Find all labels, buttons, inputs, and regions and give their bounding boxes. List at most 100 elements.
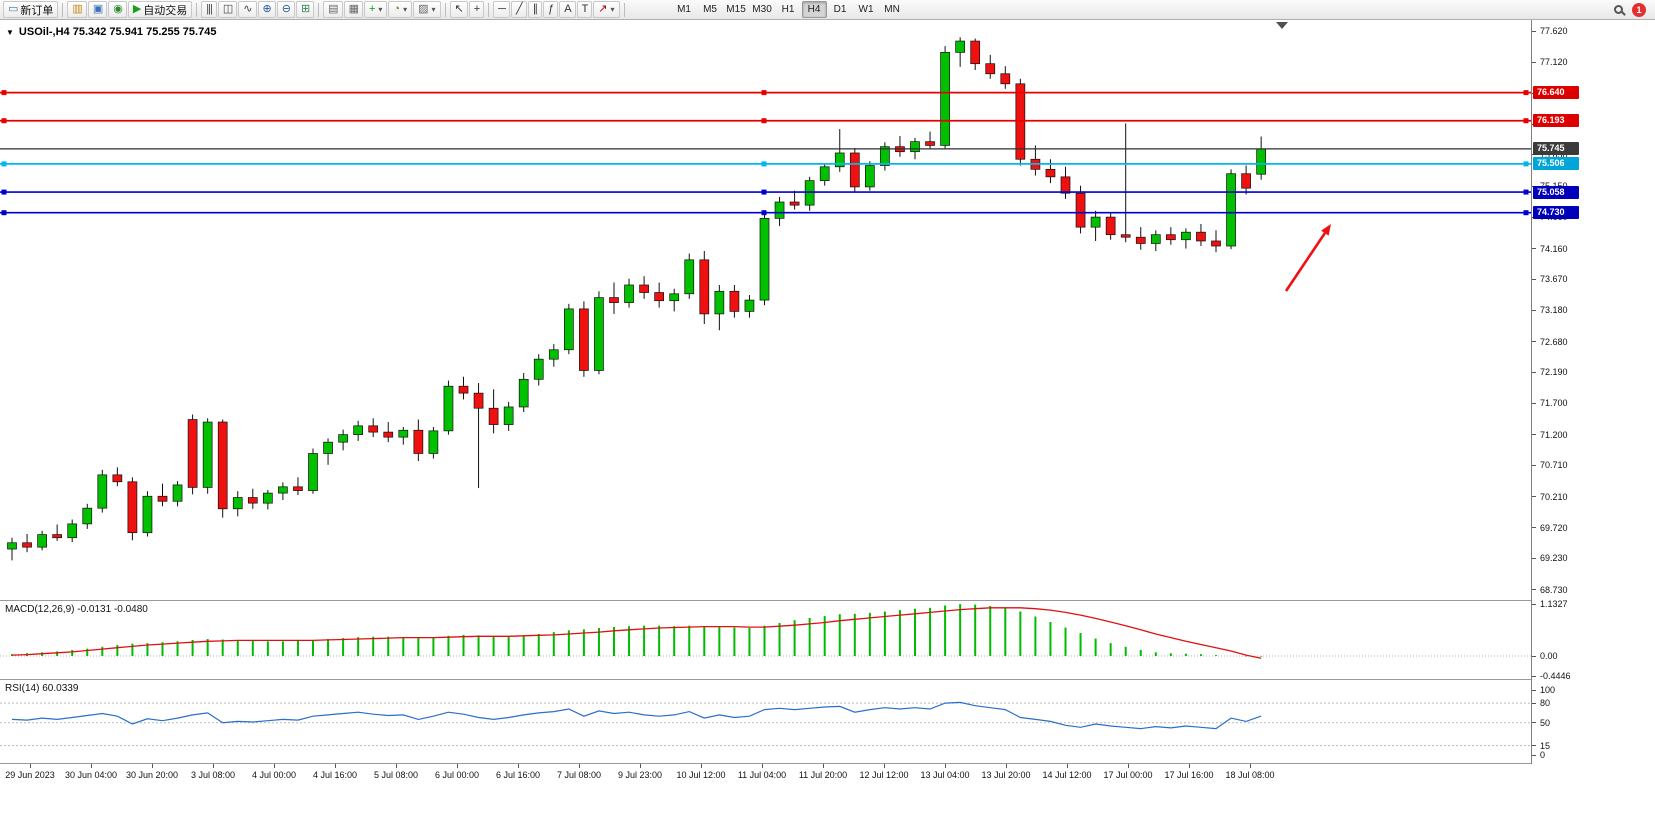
level-price-badge: 75.058 — [1533, 185, 1579, 199]
rsi-label: RSI(14) 60.0339 — [5, 683, 79, 694]
text-label-button[interactable]: T — [576, 1, 593, 18]
price-tick — [1532, 30, 1536, 32]
time-axis[interactable]: 29 Jun 2023 30 Jun 04:00 30 Jun 20:00 3 Jul… — [0, 764, 1655, 786]
new-order-button[interactable]: ▭ 新订单 — [3, 1, 59, 18]
time-tick — [640, 764, 641, 768]
line-chart-button[interactable]: ∿ — [238, 1, 257, 18]
time-tick — [152, 764, 153, 768]
price-axis-label: 73.180 — [1540, 305, 1568, 316]
toolbar-separator — [488, 2, 490, 17]
macd-panel[interactable] — [0, 601, 1531, 679]
text-button[interactable]: A — [559, 1, 576, 18]
signal-arrow[interactable] — [1284, 224, 1331, 292]
cascade-windows-icon: ▤ — [328, 3, 338, 15]
arrange-windows-icon: ▦ — [348, 3, 359, 15]
time-axis-label: 5 Jul 08:00 — [373, 770, 419, 780]
auto-trading-button[interactable]: ▶ 自动交易 — [127, 1, 193, 18]
timeframe-h4-button[interactable]: H4 — [801, 1, 827, 18]
rsi-axis-label: 80 — [1540, 698, 1551, 709]
time-axis-label: 6 Jul 00:00 — [434, 770, 480, 780]
rsi-axis-label: 15 — [1540, 740, 1551, 751]
horizontal-line-icon: ─ — [498, 3, 506, 15]
time-axis-label: 30 Jun 04:00 — [64, 770, 118, 780]
periods-button[interactable]: ◔ ▾ — [388, 1, 413, 18]
price-tick — [1532, 434, 1536, 436]
price-tick — [1532, 402, 1536, 404]
timeframe-m5-button[interactable]: M5 — [703, 4, 717, 15]
timeframe-h1-button[interactable]: H1 — [781, 4, 795, 15]
new-order-button-label: 新订单 — [20, 4, 54, 17]
price-tick — [1532, 589, 1536, 591]
price-axis-label: 69.720 — [1540, 522, 1568, 533]
template-icon: ▨ — [418, 3, 428, 15]
time-axis-label: 17 Jul 16:00 — [1164, 770, 1214, 780]
level-price-badge: 74.730 — [1533, 206, 1579, 220]
time-tick — [30, 764, 31, 768]
timeframe-m30-button[interactable]: M30 — [752, 4, 772, 15]
market-watch-button[interactable]: ▥ — [67, 1, 87, 18]
notification-badge[interactable]: 1 — [1632, 2, 1646, 17]
timeframe-w1-button[interactable]: W1 — [858, 4, 874, 15]
time-axis-label: 13 Jul 20:00 — [981, 770, 1031, 780]
toolbar-separator — [444, 2, 446, 17]
price-tick — [1532, 722, 1536, 724]
navigator-button[interactable]: ◉ — [108, 1, 127, 18]
timeframe-m15-button[interactable]: M15 — [726, 4, 746, 15]
horizontal-line-button[interactable]: ─ — [493, 1, 510, 18]
chart-shift-marker[interactable] — [1276, 22, 1288, 29]
horizontal-level-lines[interactable] — [0, 90, 1531, 216]
crosshair-button[interactable]: + — [468, 1, 485, 18]
price-tick — [1532, 371, 1536, 373]
equidistant-channel-button[interactable]: ∥ — [527, 1, 543, 18]
clock-icon: ◔ — [393, 3, 400, 15]
arrow-icon: ↗ — [598, 3, 607, 15]
templates-button[interactable]: ▨ ▾ — [413, 1, 441, 18]
zoom-out-button[interactable]: ⊖ — [276, 1, 295, 18]
add-indicator-button[interactable]: + ▾ — [363, 1, 388, 18]
cursor-button[interactable]: ↖ — [449, 1, 468, 18]
bar-chart-button[interactable]: ||| — [201, 1, 217, 18]
timeframe-mn-button[interactable]: MN — [884, 4, 900, 15]
cascade-windows-button[interactable]: ▤ — [323, 1, 343, 18]
time-axis-label: 12 Jul 12:00 — [859, 770, 909, 780]
zoom-in-button[interactable]: ⊕ — [257, 1, 276, 18]
price-axis-label: 71.200 — [1540, 429, 1568, 440]
main-chart-canvas[interactable] — [0, 19, 1531, 600]
panel-separator — [0, 763, 1655, 764]
arrows-button[interactable]: ↗ ▾ — [593, 1, 620, 18]
trendline-button[interactable]: ╱ — [510, 1, 527, 18]
data-window-button[interactable]: ▣ — [87, 1, 108, 18]
time-axis-label: 30 Jun 20:00 — [125, 770, 179, 780]
time-axis-label: 11 Jul 04:00 — [737, 770, 787, 780]
tile-windows-button[interactable]: ⊞ — [295, 1, 315, 18]
time-tick — [823, 764, 824, 768]
price-axis-label: 71.700 — [1540, 398, 1568, 409]
time-axis-label: 29 Jun 2023 — [5, 770, 55, 780]
price-axis-label: 72.680 — [1540, 336, 1568, 347]
chart-expander-icon[interactable]: ▼ — [6, 27, 14, 37]
price-axis[interactable]: 77.62077.12076.62076.14075.65075.15074.6… — [1531, 19, 1655, 764]
main-toolbar: ▭ 新订单 ▥ ▣ ◉ ▶ 自动交易 ||| ◫ ∿ ⊕ ⊖ ⊞ ▤ ▦ + ▾ ◔ ▾ ▨ ▾ ↖ + ─ ╱ ∥ ƒ A T ↗ ▾ M1… — [0, 0, 1655, 20]
timeframe-d1-button[interactable]: D1 — [833, 4, 847, 15]
time-axis-label: 4 Jul 16:00 — [312, 770, 358, 780]
toolbar-separator — [196, 2, 198, 17]
time-tick — [457, 764, 458, 768]
price-tick — [1532, 745, 1536, 747]
arrange-windows-button[interactable]: ▦ — [343, 1, 363, 18]
time-axis-label: 10 Jul 12:00 — [676, 770, 726, 780]
price-axis-label: 72.190 — [1540, 367, 1568, 378]
fibonacci-button[interactable]: ƒ — [543, 1, 559, 18]
channel-icon: ∥ — [532, 3, 538, 15]
toolbar-separator — [62, 2, 64, 17]
candlestick-button[interactable]: ◫ — [217, 1, 238, 18]
time-axis-label: 17 Jul 00:00 — [1103, 770, 1153, 780]
rsi-panel[interactable] — [0, 680, 1531, 763]
bar-chart-icon: ||| — [206, 3, 213, 15]
timeframe-m1-button[interactable]: M1 — [677, 4, 691, 15]
search-icon[interactable] — [1614, 5, 1623, 14]
price-axis-label: 77.120 — [1540, 57, 1568, 68]
price-tick — [1532, 675, 1536, 677]
time-tick — [884, 764, 885, 768]
time-axis-label: 14 Jul 12:00 — [1042, 770, 1092, 780]
